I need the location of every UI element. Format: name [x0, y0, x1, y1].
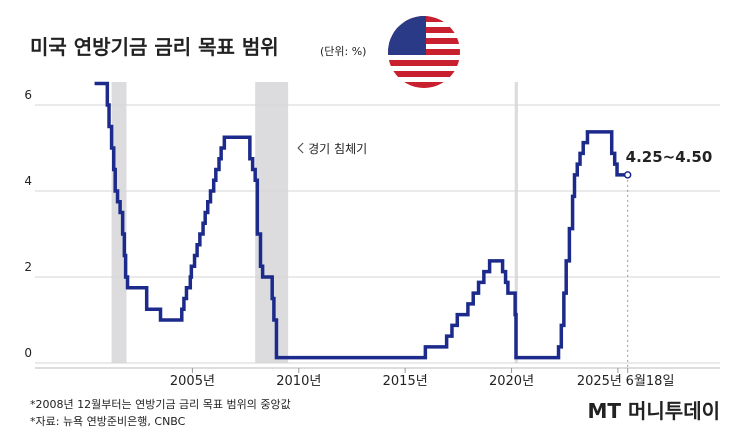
flag [388, 16, 460, 88]
y-tick-label: 0 [24, 346, 32, 360]
end-label: 4.25~4.50 [626, 148, 713, 166]
x-tick-label: 2005년 [170, 374, 215, 389]
annotation-arrow [297, 142, 304, 154]
recession-band [514, 82, 518, 363]
x-tick-label: 2015년 [383, 374, 428, 389]
end-point [623, 171, 632, 179]
chart-subtitle: (단위: %) [320, 45, 366, 58]
y-tick-label: 6 [24, 88, 32, 102]
footnote: *자료: 뉴욕 연방준비은행, CNBC [30, 415, 186, 428]
x-tick-label: 2020년 [489, 374, 534, 389]
recession-label: 경기 침체기 [308, 142, 367, 156]
recession-band [255, 82, 289, 363]
x-tick-label: 6월18일 [626, 374, 675, 389]
watermark: MT 머니투데이 [587, 399, 720, 423]
rate-line [94, 81, 628, 360]
chart-title: 미국 연방기금 금리 목표 범위 [30, 35, 279, 59]
y-tick-label: 4 [24, 174, 32, 188]
y-tick-label: 2 [24, 260, 32, 274]
x-tick-label: 2010년 [276, 374, 321, 389]
footnote: *2008년 12월부터는 연방기금 금리 목표 범위의 중앙값 [30, 398, 291, 411]
plot-area: 0 2 4 6 2005년 2010년 2015년 2020년 2025년 6월18일 4.25~4… [24, 81, 720, 389]
x-tick-label: 2025년 [577, 374, 622, 389]
